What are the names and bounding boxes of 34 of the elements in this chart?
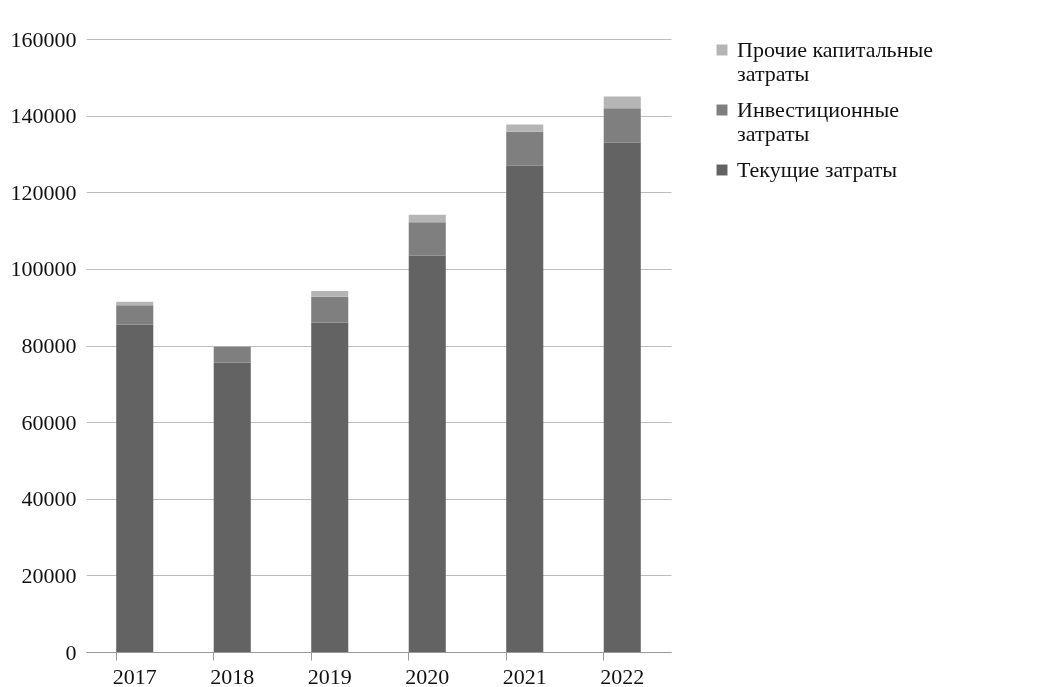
bar <box>408 222 446 256</box>
bar <box>603 142 641 652</box>
bar <box>603 108 641 143</box>
legend-label: Инвестиционные затраты <box>737 97 900 146</box>
x-tick-label: 2022 <box>600 663 645 687</box>
y-tick-label: 140000 <box>10 103 77 129</box>
bar <box>311 291 349 297</box>
x-tick-label: 2017 <box>112 663 157 687</box>
y-tick-label: 60000 <box>21 409 77 435</box>
y-tick-label: 160000 <box>10 26 77 52</box>
legend-label: Текущие затраты <box>737 157 898 182</box>
y-tick-label: 120000 <box>10 179 77 205</box>
bar <box>311 322 349 652</box>
bar <box>408 214 446 223</box>
legend-label: Прочие капитальные затраты <box>737 37 933 86</box>
bar <box>116 305 154 325</box>
y-tick-label: 80000 <box>21 333 77 358</box>
bar <box>213 346 251 363</box>
bar <box>506 124 544 132</box>
y-tick-label: 40000 <box>21 486 77 512</box>
y-tick-label: 20000 <box>21 562 77 588</box>
bar <box>116 324 154 652</box>
x-tick-label: 2018 <box>210 663 255 687</box>
x-tick-label: 2021 <box>502 663 547 687</box>
bar <box>506 165 544 652</box>
x-tick-label: 2020 <box>405 663 450 687</box>
bar <box>311 296 349 323</box>
bar <box>506 131 544 166</box>
y-tick-label: 0 <box>65 639 77 665</box>
y-tick-label: 100000 <box>10 256 77 282</box>
x-tick-label: 2019 <box>307 663 352 687</box>
bar <box>408 255 446 652</box>
bar <box>213 362 251 652</box>
bar <box>603 96 641 109</box>
